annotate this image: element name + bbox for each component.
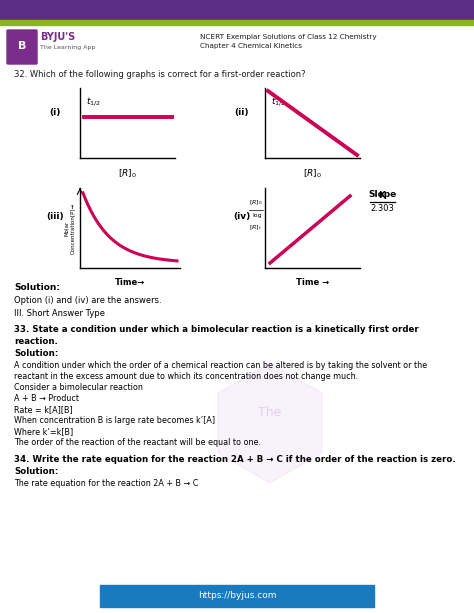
Text: (iv): (iv) <box>233 211 251 221</box>
Text: The rate equation for the reaction 2A + B → C: The rate equation for the reaction 2A + … <box>14 479 199 488</box>
Text: $[R]_0$: $[R]_0$ <box>248 198 262 207</box>
Text: Rate = k[A][B]: Rate = k[A][B] <box>14 405 73 414</box>
Text: K: K <box>379 191 385 200</box>
Text: A condition under which the order of a chemical reaction can be altered is by ta: A condition under which the order of a c… <box>14 361 427 370</box>
Text: Chapter 4 Chemical Kinetics: Chapter 4 Chemical Kinetics <box>200 43 302 49</box>
Text: Where k’=k[B]: Where k’=k[B] <box>14 427 73 436</box>
Text: $[R]_0$: $[R]_0$ <box>303 168 322 180</box>
Text: $[R]_t$: $[R]_t$ <box>249 224 262 232</box>
Bar <box>100 585 374 607</box>
Text: reaction.: reaction. <box>14 337 58 346</box>
Text: Time→: Time→ <box>115 278 145 287</box>
Text: log: log <box>252 213 262 218</box>
Text: (ii): (ii) <box>235 108 249 117</box>
Text: 33. State a condition under which a bimolecular reaction is a kinetically first : 33. State a condition under which a bimo… <box>14 325 419 334</box>
Text: reactant in the excess amount due to which its concentration does not change muc: reactant in the excess amount due to whi… <box>14 372 358 381</box>
Text: Solution:: Solution: <box>14 467 58 476</box>
Text: The Learning App: The Learning App <box>40 45 95 50</box>
Text: When concentration B is large rate becomes k’[A]: When concentration B is large rate becom… <box>14 416 215 425</box>
Text: $t_{1/2}$: $t_{1/2}$ <box>86 95 101 108</box>
Bar <box>0 20 474 25</box>
Text: 34. Write the rate equation for the reaction 2A + B → C if the order of the reac: 34. Write the rate equation for the reac… <box>14 455 456 464</box>
Text: III. Short Answer Type: III. Short Answer Type <box>14 309 105 318</box>
Text: Solution:: Solution: <box>14 283 60 292</box>
Text: https://byjus.com: https://byjus.com <box>198 592 276 601</box>
Text: NCERT Exemplar Solutions of Class 12 Chemistry: NCERT Exemplar Solutions of Class 12 Che… <box>200 34 377 40</box>
FancyBboxPatch shape <box>7 30 37 64</box>
Text: The: The <box>258 406 282 419</box>
Text: Molar
Concentration[P]→: Molar Concentration[P]→ <box>64 202 75 254</box>
Text: (i): (i) <box>49 108 61 117</box>
Text: 2.303: 2.303 <box>370 204 394 213</box>
Text: $t_{1/2}$: $t_{1/2}$ <box>271 95 286 108</box>
Text: Option (i) and (iv) are the answers.: Option (i) and (iv) are the answers. <box>14 296 162 305</box>
Text: B: B <box>18 41 26 51</box>
Text: Solution:: Solution: <box>14 349 58 358</box>
Text: A + B → Product: A + B → Product <box>14 394 79 403</box>
Text: Consider a bimolecular reaction: Consider a bimolecular reaction <box>14 383 143 392</box>
Text: $[R]_0$: $[R]_0$ <box>118 168 137 180</box>
Text: Slope: Slope <box>368 190 396 199</box>
Bar <box>0 0 474 20</box>
Text: BYJU'S: BYJU'S <box>40 32 75 42</box>
Text: The order of the reaction of the reactant will be equal to one.: The order of the reaction of the reactan… <box>14 438 261 447</box>
Text: Time →: Time → <box>296 278 329 287</box>
Text: 32. Which of the following graphs is correct for a first-order reaction?: 32. Which of the following graphs is cor… <box>14 70 306 79</box>
Text: (iii): (iii) <box>46 211 64 221</box>
